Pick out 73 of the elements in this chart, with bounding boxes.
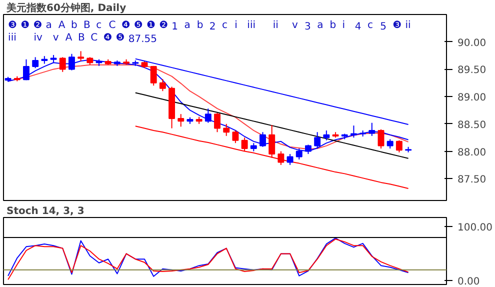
annotation: c bbox=[367, 20, 373, 32]
candlestick bbox=[314, 132, 321, 150]
annotation: ❹ bbox=[103, 32, 112, 44]
y-tick-label: 100.00 bbox=[458, 222, 492, 234]
annotation: B bbox=[78, 32, 86, 44]
annotation: a bbox=[317, 20, 324, 32]
candlestick bbox=[32, 56, 39, 69]
annotation: a bbox=[184, 20, 190, 32]
candlestick bbox=[350, 125, 357, 138]
annotation: 1 bbox=[172, 22, 178, 33]
annotation: B bbox=[84, 20, 91, 32]
annotation: v bbox=[292, 20, 298, 32]
candlestick bbox=[396, 140, 402, 153]
y-tick-label: 90.00 bbox=[458, 38, 486, 49]
annotation: ❷ bbox=[159, 20, 168, 32]
annotation: iii bbox=[247, 20, 256, 32]
annotation: ❶ bbox=[20, 20, 30, 32]
candlestick bbox=[178, 114, 184, 128]
candlestick bbox=[150, 65, 157, 86]
annotation: A bbox=[58, 20, 66, 32]
line-series bbox=[134, 92, 409, 159]
annotation: v bbox=[52, 32, 59, 44]
y-tick-label: 87.50 bbox=[458, 174, 486, 186]
annotation: 3 bbox=[304, 22, 311, 33]
annotation: c bbox=[96, 20, 102, 32]
y-tick-label: 88.00 bbox=[458, 147, 486, 158]
chart-title: Stoch 14, 3, 3 bbox=[6, 206, 84, 217]
annotation: i bbox=[234, 20, 238, 32]
candlestick bbox=[204, 108, 212, 124]
annotation: iii bbox=[8, 32, 16, 44]
annotation: ❸ bbox=[392, 20, 402, 32]
annotation: i bbox=[342, 20, 346, 32]
annotation: b bbox=[196, 20, 204, 32]
candlestick bbox=[278, 150, 284, 166]
annotation: ❸ bbox=[8, 20, 18, 32]
candlestick bbox=[368, 122, 376, 136]
annotation: a bbox=[46, 20, 52, 32]
candlestick bbox=[59, 56, 66, 72]
candlestick bbox=[241, 137, 248, 152]
chart-title: 美元指数60分钟图, Daily bbox=[6, 2, 127, 14]
line-series bbox=[134, 126, 409, 189]
annotation: ii bbox=[405, 20, 411, 32]
annotation: 87.55 bbox=[128, 34, 158, 45]
y-tick-label: 88.50 bbox=[458, 120, 486, 131]
candlestick bbox=[386, 138, 394, 150]
y-tick-label: 0.00 bbox=[458, 276, 480, 287]
y-tick-label: 89.50 bbox=[458, 65, 486, 76]
annotation: C bbox=[108, 20, 116, 32]
y-tick-label: 89.00 bbox=[458, 92, 486, 104]
annotation: 2 bbox=[209, 22, 216, 33]
annotation: A bbox=[65, 32, 72, 44]
annotation: c bbox=[222, 20, 228, 32]
annotation: ii bbox=[272, 20, 278, 32]
annotation: ❺ bbox=[116, 32, 125, 44]
candlestick bbox=[260, 132, 266, 148]
candlestick bbox=[159, 78, 166, 92]
annotation: 5 bbox=[380, 22, 386, 33]
candlestick bbox=[323, 130, 330, 141]
annotation: iv bbox=[34, 32, 42, 44]
annotation: ❹ bbox=[121, 20, 130, 32]
candlestick bbox=[378, 128, 384, 150]
candlestick bbox=[214, 112, 220, 133]
annotation: b bbox=[330, 20, 336, 32]
annotation: ❷ bbox=[33, 20, 42, 32]
candlestick bbox=[286, 154, 294, 166]
annotation: b bbox=[70, 20, 78, 32]
annotation: 4 bbox=[354, 22, 362, 33]
candlestick bbox=[232, 130, 239, 144]
annotation: ❺ bbox=[134, 20, 143, 32]
annotation: C bbox=[90, 32, 98, 44]
candlestick bbox=[223, 123, 230, 136]
candlestick bbox=[78, 50, 84, 62]
annotation: ❶ bbox=[146, 20, 156, 32]
